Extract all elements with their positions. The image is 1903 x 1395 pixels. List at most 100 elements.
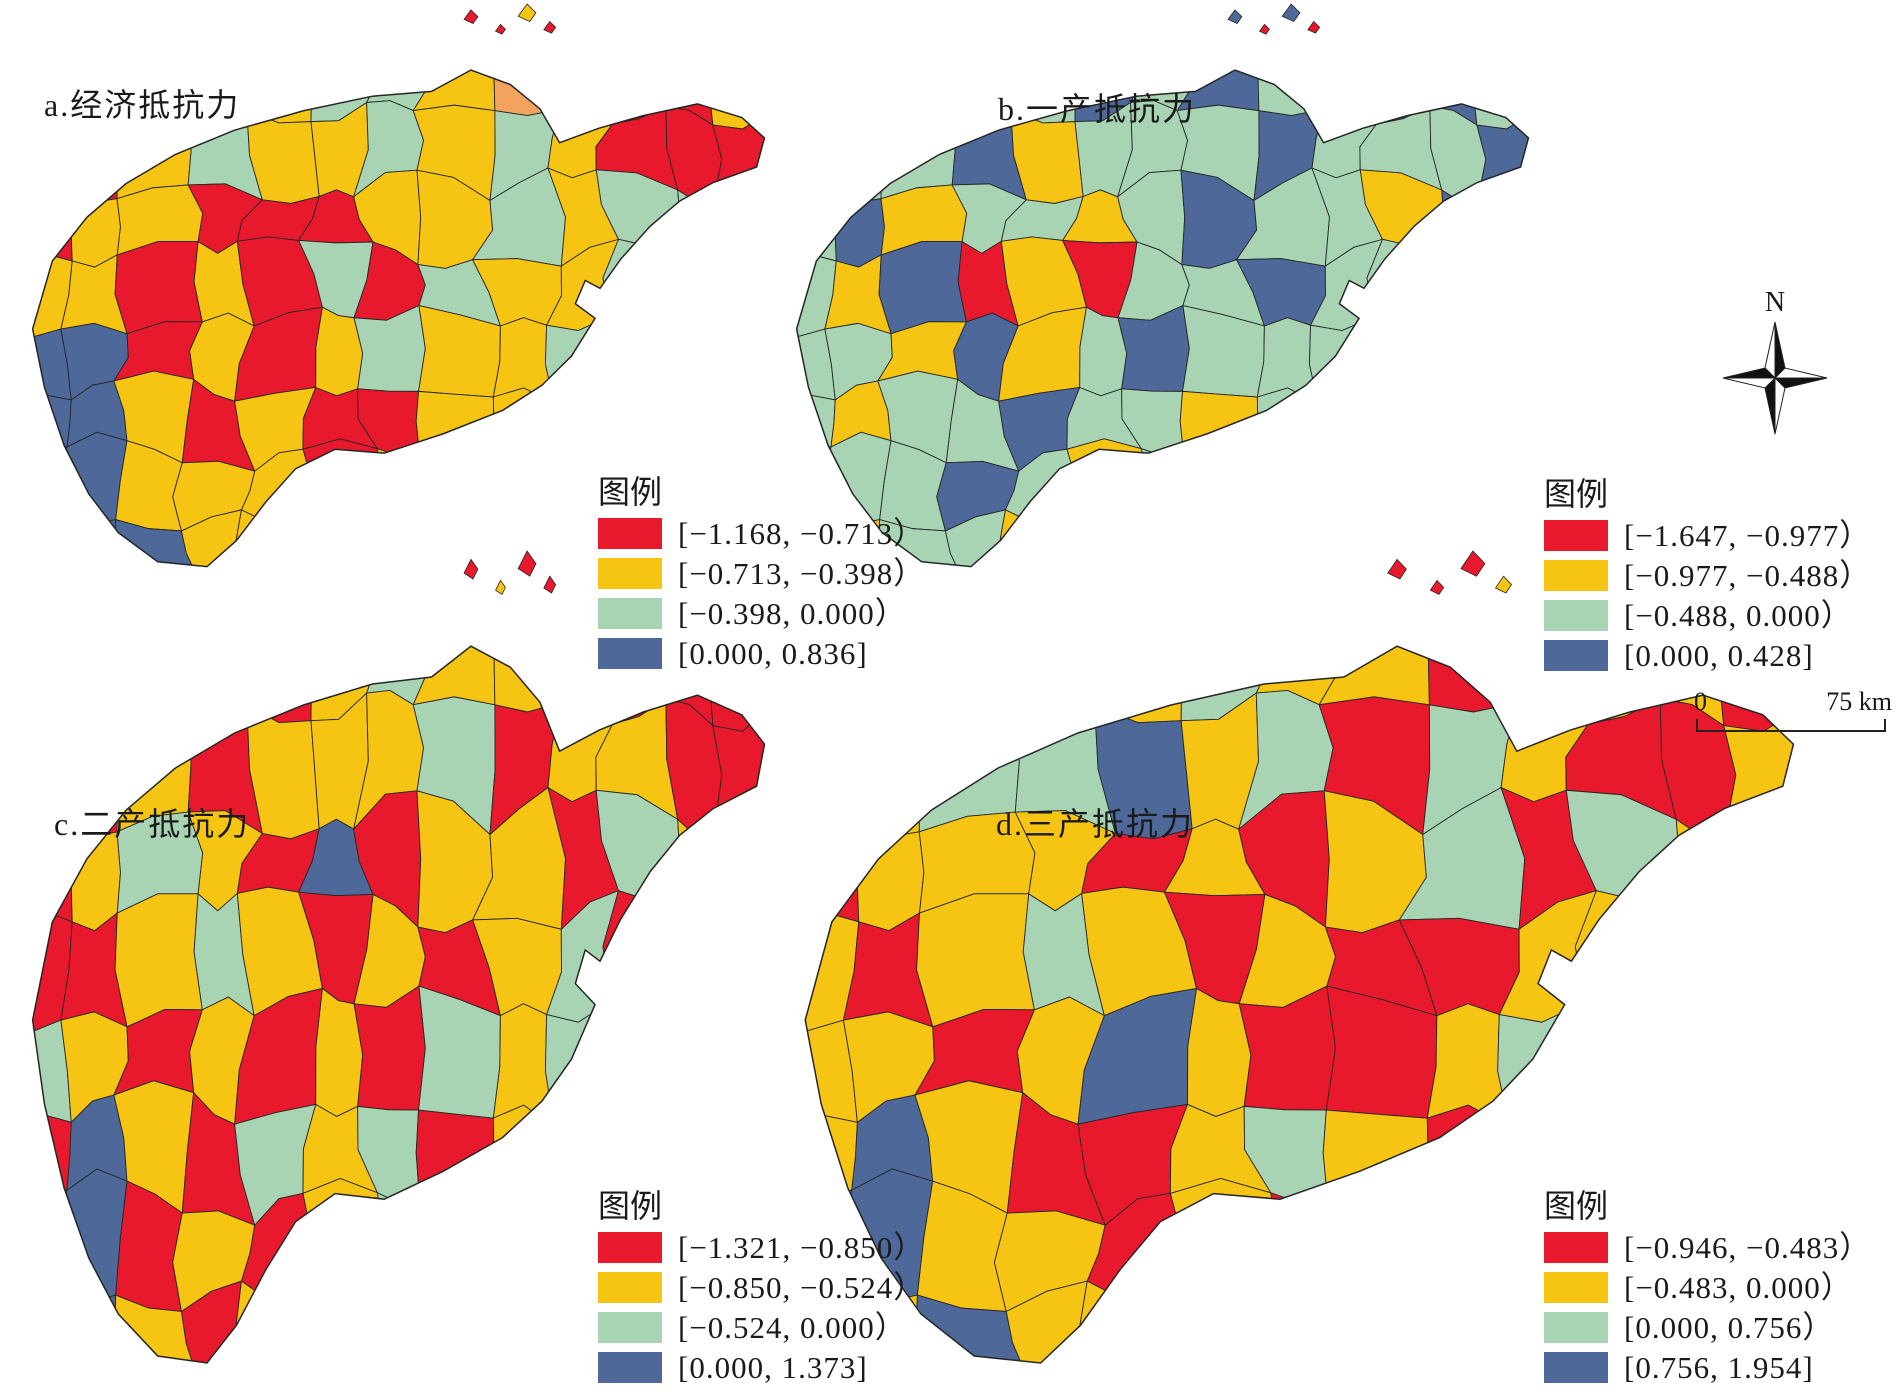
county-region bbox=[1088, 646, 1190, 723]
county-region bbox=[1311, 394, 1385, 467]
county-region bbox=[547, 394, 621, 467]
offshore-islands bbox=[464, 4, 556, 34]
island bbox=[1228, 10, 1242, 24]
legend-rows: [−1.321, −0.850） [−0.850, −0.524） [−0.524,… bbox=[598, 1232, 925, 1383]
county-region bbox=[1575, 887, 1679, 1014]
island bbox=[464, 559, 478, 579]
legend-color-swatch bbox=[598, 1272, 662, 1303]
county-region bbox=[715, 791, 765, 894]
north-label: N bbox=[1764, 287, 1786, 318]
compass-star bbox=[1722, 321, 1828, 435]
county-region bbox=[1309, 317, 1384, 405]
legend-color-swatch bbox=[598, 598, 662, 629]
county-region bbox=[1729, 984, 1794, 1096]
panel-c-title: c.二产抵抗力 bbox=[54, 806, 251, 842]
island bbox=[1388, 559, 1407, 579]
county-region bbox=[1257, 1274, 1339, 1363]
province-boundary bbox=[797, 70, 1529, 567]
legend-color-swatch bbox=[1544, 1352, 1608, 1383]
legend-row: [−1.168, −0.713） bbox=[598, 518, 925, 549]
county-region bbox=[1315, 1279, 1409, 1363]
legend-row: [−0.977, −0.488） bbox=[1544, 560, 1871, 591]
county-region bbox=[1311, 439, 1375, 529]
county-region bbox=[1399, 1287, 1517, 1363]
county-region bbox=[32, 646, 74, 735]
county-region bbox=[817, 124, 887, 204]
county-region bbox=[1168, 1264, 1266, 1363]
county-region bbox=[1367, 237, 1444, 325]
county-region bbox=[1239, 449, 1324, 534]
county-region bbox=[416, 1110, 494, 1212]
panel-b-title: b.一产抵抗力 bbox=[998, 91, 1197, 127]
county-region bbox=[367, 1193, 428, 1279]
county-region bbox=[419, 449, 480, 534]
county-region bbox=[410, 1279, 480, 1363]
legend-range-label: [−0.483, 0.000） bbox=[1624, 1270, 1853, 1305]
county-region bbox=[115, 894, 202, 1027]
county-region bbox=[115, 242, 202, 334]
legend-row: [−0.850, −0.524） bbox=[598, 1272, 925, 1303]
county-region bbox=[354, 306, 425, 392]
county-region bbox=[1180, 391, 1258, 462]
county-region bbox=[234, 1281, 309, 1363]
county-region bbox=[175, 646, 256, 719]
county-region bbox=[242, 646, 318, 723]
county-region bbox=[1365, 70, 1429, 124]
legend-panel-a: 图例 [−1.168, −0.713） [−0.713, −0.398） [−0.3… bbox=[598, 472, 925, 678]
county-region bbox=[945, 510, 1005, 567]
county-region bbox=[1727, 791, 1794, 894]
legend-range-label: [−0.524, 0.000） bbox=[678, 1310, 907, 1345]
legend-color-swatch bbox=[1544, 560, 1608, 591]
county-region bbox=[1118, 306, 1189, 392]
county-region bbox=[653, 887, 733, 1001]
county-region bbox=[650, 984, 729, 1089]
legend-range-label: [−0.977, −0.488） bbox=[1624, 558, 1872, 593]
island bbox=[1496, 576, 1512, 593]
county-region bbox=[53, 124, 123, 204]
county-region bbox=[1131, 449, 1192, 508]
legend-row: [0.756, 1.954] bbox=[1544, 1352, 1871, 1383]
county-region bbox=[301, 498, 373, 567]
island bbox=[1282, 4, 1300, 21]
legend-range-label: [0.000, 0.428] bbox=[1624, 638, 1814, 673]
legend-row: [−1.647, −0.977） bbox=[1544, 520, 1871, 551]
island bbox=[544, 22, 556, 34]
island bbox=[1430, 580, 1443, 594]
scale-bar-line bbox=[1696, 719, 1886, 732]
county-region bbox=[475, 449, 560, 534]
legend-panel-c: 图例 [−1.321, −0.850） [−0.850, −0.524） [−0.5… bbox=[598, 1186, 925, 1392]
legend-row: [0.000, 0.836] bbox=[598, 638, 925, 669]
legend-range-label: [0.756, 1.954] bbox=[1624, 1350, 1814, 1385]
county-region bbox=[805, 796, 859, 922]
legend-rows: [−1.647, −0.977） [−0.977, −0.488） [−0.488,… bbox=[1544, 520, 1871, 671]
legend-color-swatch bbox=[1544, 640, 1608, 671]
legend-color-swatch bbox=[598, 558, 662, 589]
offshore-islands bbox=[464, 551, 556, 594]
county-region bbox=[917, 894, 1035, 1027]
county-region bbox=[181, 1281, 241, 1363]
legend-color-swatch bbox=[1544, 1272, 1608, 1303]
legend-range-label: [−0.946, −0.483） bbox=[1624, 1230, 1872, 1265]
north-arrow-icon bbox=[1722, 321, 1828, 435]
county-region bbox=[1319, 646, 1429, 705]
county-region bbox=[1472, 70, 1529, 129]
panel-a-title: a.经济抵抗力 bbox=[44, 87, 241, 123]
county-region bbox=[805, 721, 861, 815]
county-region bbox=[653, 237, 733, 316]
county-region bbox=[1315, 510, 1380, 567]
legend-color-swatch bbox=[1544, 520, 1608, 551]
county-region bbox=[1065, 498, 1137, 567]
county-region bbox=[663, 371, 726, 467]
legend-row: [−0.524, 0.000） bbox=[598, 1312, 925, 1343]
legend-row: [0.000, 0.756） bbox=[1544, 1312, 1871, 1343]
north-arrow: N bbox=[1715, 288, 1835, 438]
county-region bbox=[234, 510, 309, 567]
county-region bbox=[601, 70, 665, 124]
county-region bbox=[32, 122, 73, 187]
county-region bbox=[1479, 171, 1529, 242]
offshore-islands bbox=[1228, 4, 1320, 34]
county-region bbox=[1300, 70, 1380, 124]
county-region bbox=[1481, 304, 1529, 382]
county-region bbox=[717, 984, 765, 1096]
county-region bbox=[367, 505, 428, 567]
